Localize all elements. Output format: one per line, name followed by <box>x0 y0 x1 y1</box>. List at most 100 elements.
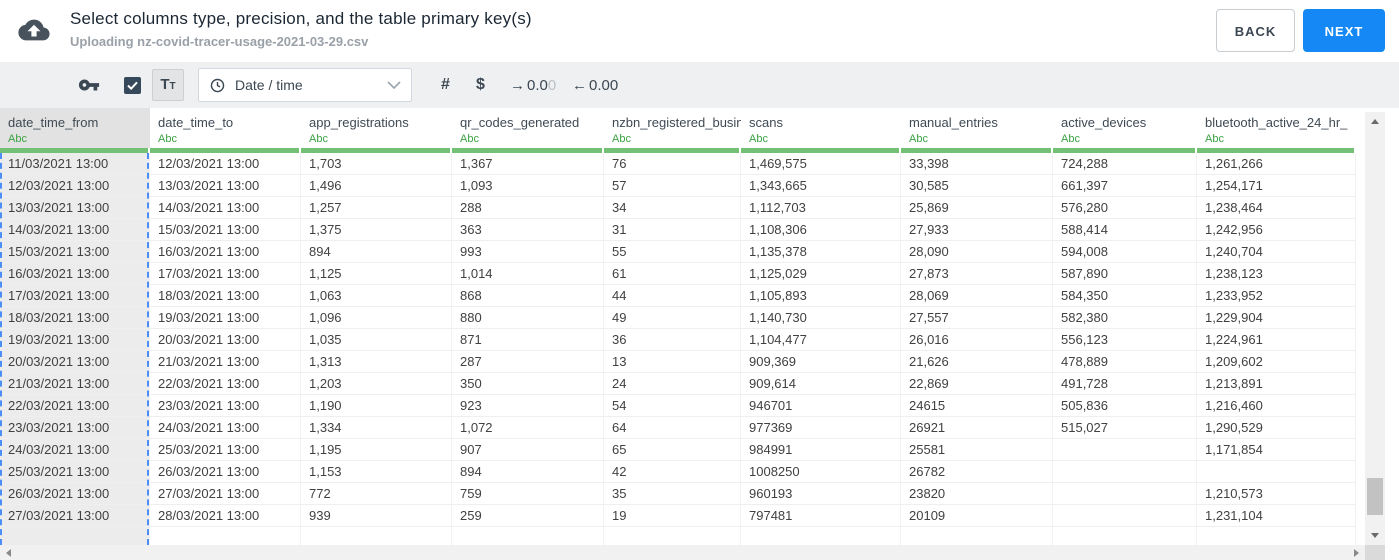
table-cell[interactable]: 1,469,575 <box>741 153 901 175</box>
table-cell[interactable]: 24/03/2021 13:00 <box>150 417 301 439</box>
table-cell[interactable]: 1008250 <box>741 461 901 483</box>
table-cell[interactable]: 18/03/2021 13:00 <box>150 285 301 307</box>
table-cell[interactable]: 27/03/2021 13:00 <box>150 483 301 505</box>
table-cell[interactable]: 28,090 <box>901 241 1053 263</box>
scroll-down-arrow[interactable] <box>1371 533 1379 538</box>
table-cell[interactable]: 23/03/2021 13:00 <box>150 395 301 417</box>
table-cell[interactable]: 23820 <box>901 483 1053 505</box>
table-cell[interactable]: 13/03/2021 13:00 <box>150 175 301 197</box>
table-cell[interactable]: 1,104,477 <box>741 329 901 351</box>
table-cell[interactable]: 1,171,854 <box>1197 439 1356 461</box>
table-cell[interactable]: 24 <box>604 373 741 395</box>
table-cell[interactable]: 939 <box>301 505 452 527</box>
table-cell[interactable]: 1,343,665 <box>741 175 901 197</box>
table-cell[interactable]: 26782 <box>901 461 1053 483</box>
table-cell[interactable]: 1,229,904 <box>1197 307 1356 329</box>
table-cell[interactable]: 44 <box>604 285 741 307</box>
table-cell[interactable]: 16/03/2021 13:00 <box>0 263 150 285</box>
table-cell[interactable]: 909,614 <box>741 373 901 395</box>
table-cell[interactable]: 946701 <box>741 395 901 417</box>
table-cell[interactable]: 27,873 <box>901 263 1053 285</box>
table-cell[interactable]: 1,213,891 <box>1197 373 1356 395</box>
table-cell[interactable]: 23/03/2021 13:00 <box>0 417 150 439</box>
table-cell[interactable]: 661,397 <box>1053 175 1197 197</box>
table-cell[interactable]: 894 <box>301 241 452 263</box>
table-cell[interactable]: 923 <box>452 395 604 417</box>
table-cell[interactable]: 724,288 <box>1053 153 1197 175</box>
vertical-scrollbar[interactable] <box>1365 112 1385 545</box>
table-cell[interactable]: 33,398 <box>901 153 1053 175</box>
column-header-nzbn_registered_busine[interactable]: nzbn_registered_busine Abc <box>604 108 741 148</box>
scroll-up-arrow[interactable] <box>1371 119 1379 124</box>
horizontal-scrollbar[interactable] <box>0 545 1365 560</box>
table-cell[interactable]: 36 <box>604 329 741 351</box>
table-cell[interactable]: 1,014 <box>452 263 604 285</box>
table-cell[interactable]: 20/03/2021 13:00 <box>0 351 150 373</box>
table-cell[interactable]: 18/03/2021 13:00 <box>0 307 150 329</box>
table-cell[interactable]: 20109 <box>901 505 1053 527</box>
table-cell[interactable]: 19 <box>604 505 741 527</box>
currency-type-button[interactable]: $ <box>476 76 485 93</box>
table-cell[interactable]: 26/03/2021 13:00 <box>150 461 301 483</box>
table-cell[interactable]: 880 <box>452 307 604 329</box>
table-cell[interactable]: 27,933 <box>901 219 1053 241</box>
table-cell[interactable]: 907 <box>452 439 604 461</box>
table-cell[interactable]: 64 <box>604 417 741 439</box>
column-header-manual_entries[interactable]: manual_entries Abc <box>901 108 1053 148</box>
scroll-right-arrow[interactable] <box>1354 549 1359 557</box>
table-cell[interactable]: 977369 <box>741 417 901 439</box>
table-cell[interactable]: 57 <box>604 175 741 197</box>
table-cell[interactable]: 584,350 <box>1053 285 1197 307</box>
table-cell[interactable]: 12/03/2021 13:00 <box>0 175 150 197</box>
table-cell[interactable]: 21/03/2021 13:00 <box>150 351 301 373</box>
table-cell[interactable]: 27,557 <box>901 307 1053 329</box>
column-header-bluetooth_active_24_hr_[interactable]: bluetooth_active_24_hr_ Abc <box>1197 108 1356 148</box>
table-cell[interactable]: 1,290,529 <box>1197 417 1356 439</box>
table-cell[interactable]: 1,367 <box>452 153 604 175</box>
table-cell[interactable]: 27/03/2021 13:00 <box>0 505 150 527</box>
table-cell[interactable]: 1,125 <box>301 263 452 285</box>
table-cell[interactable] <box>1053 483 1197 505</box>
table-cell[interactable]: 14/03/2021 13:00 <box>0 219 150 241</box>
table-cell[interactable]: 13/03/2021 13:00 <box>0 197 150 219</box>
table-cell[interactable]: 1,209,602 <box>1197 351 1356 373</box>
table-cell[interactable]: 25581 <box>901 439 1053 461</box>
table-cell[interactable]: 909,369 <box>741 351 901 373</box>
table-cell[interactable]: 772 <box>301 483 452 505</box>
table-cell[interactable]: 587,890 <box>1053 263 1197 285</box>
table-cell[interactable]: 871 <box>452 329 604 351</box>
number-type-button[interactable]: # <box>441 76 450 93</box>
table-cell[interactable]: 1,096 <box>301 307 452 329</box>
table-cell[interactable]: 25/03/2021 13:00 <box>150 439 301 461</box>
table-cell[interactable]: 1,254,171 <box>1197 175 1356 197</box>
table-cell[interactable]: 993 <box>452 241 604 263</box>
table-cell[interactable]: 31 <box>604 219 741 241</box>
table-cell[interactable]: 582,380 <box>1053 307 1197 329</box>
table-cell[interactable]: 1,257 <box>301 197 452 219</box>
table-cell[interactable]: 24615 <box>901 395 1053 417</box>
table-cell[interactable]: 478,889 <box>1053 351 1197 373</box>
table-cell[interactable]: 14/03/2021 13:00 <box>150 197 301 219</box>
table-cell[interactable]: 350 <box>452 373 604 395</box>
table-cell[interactable]: 26921 <box>901 417 1053 439</box>
back-button[interactable]: BACK <box>1216 9 1295 52</box>
table-cell[interactable]: 1,238,464 <box>1197 197 1356 219</box>
column-header-date_time_to[interactable]: date_time_to Abc <box>150 108 301 148</box>
table-cell[interactable]: 42 <box>604 461 741 483</box>
table-cell[interactable]: 1,242,956 <box>1197 219 1356 241</box>
table-cell[interactable]: 16/03/2021 13:00 <box>150 241 301 263</box>
table-cell[interactable]: 1,240,704 <box>1197 241 1356 263</box>
table-cell[interactable]: 1,238,123 <box>1197 263 1356 285</box>
table-cell[interactable]: 1,035 <box>301 329 452 351</box>
table-cell[interactable]: 55 <box>604 241 741 263</box>
table-cell[interactable]: 1,375 <box>301 219 452 241</box>
table-cell[interactable]: 594,008 <box>1053 241 1197 263</box>
table-cell[interactable]: 588,414 <box>1053 219 1197 241</box>
column-header-app_registrations[interactable]: app_registrations Abc <box>301 108 452 148</box>
table-cell[interactable]: 21/03/2021 13:00 <box>0 373 150 395</box>
table-cell[interactable]: 28,069 <box>901 285 1053 307</box>
table-cell[interactable]: 984991 <box>741 439 901 461</box>
table-cell[interactable]: 797481 <box>741 505 901 527</box>
table-cell[interactable]: 21,626 <box>901 351 1053 373</box>
